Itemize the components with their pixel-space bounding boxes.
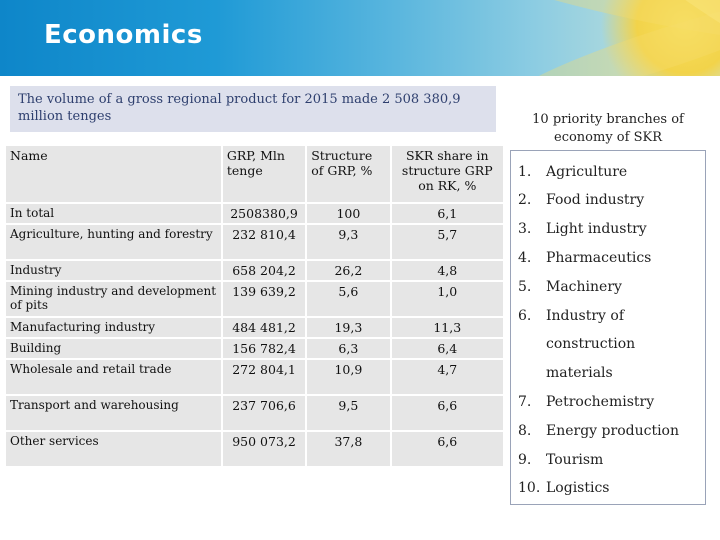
cell-name: Mining industry and development of pits (6, 282, 221, 316)
cell-structure: 26,2 (307, 261, 390, 280)
list-item: 6. Industry of (518, 308, 624, 324)
list-item: 7. Petrochemistry (518, 394, 654, 410)
cell-structure: 19,3 (307, 318, 390, 337)
cell-share: 11,3 (391, 318, 503, 337)
cell-grp: 232 810,4 (222, 225, 306, 259)
list-item-number: 6. (518, 308, 532, 324)
list-item-label: Energy production (546, 423, 679, 439)
cell-structure: 6,3 (307, 339, 390, 358)
cell-grp: 139 639,2 (222, 282, 306, 316)
cell-structure: 9,3 (307, 225, 390, 259)
cell-name: Building (6, 339, 221, 358)
list-item-label: Logistics (546, 480, 610, 496)
cell-share: 6,6 (391, 396, 503, 430)
cell-share: 1,0 (391, 282, 503, 316)
cell-structure: 37,8 (307, 432, 390, 466)
cell-grp: 2508380,9 (222, 204, 306, 223)
cell-grp: 272 804,1 (222, 360, 306, 394)
list-item-label: materials (546, 365, 613, 381)
priority-branches-box (510, 150, 706, 505)
list-item-number: 9. (518, 452, 532, 468)
sun-graphic (600, 0, 720, 76)
cell-structure: 5,6 (307, 282, 390, 316)
cell-name: Manufacturing industry (6, 318, 221, 337)
table-header-row: Name GRP, Mln tenge Structure of GRP, % … (6, 146, 503, 202)
table-row: Industry 658 204,2 26,2 4,8 (6, 261, 503, 280)
cell-share: 5,7 (391, 225, 503, 259)
cell-share: 6,6 (391, 432, 503, 466)
list-item: 9. Tourism (518, 452, 603, 468)
table-row: Manufacturing industry 484 481,2 19,3 11… (6, 318, 503, 337)
cell-grp: 950 073,2 (222, 432, 306, 466)
list-item-label: Agriculture (546, 164, 628, 180)
cell-grp: 484 481,2 (222, 318, 306, 337)
table-row: Wholesale and retail trade 272 804,1 10,… (6, 360, 503, 394)
grp-table: Name GRP, Mln tenge Structure of GRP, % … (4, 144, 505, 468)
table-row: Transport and warehousing 237 706,6 9,5 … (6, 396, 503, 430)
list-item-number: 7. (518, 394, 532, 410)
list-item: 4. Pharmaceutics (518, 250, 651, 266)
list-item-label: Light industry (546, 221, 647, 237)
list-item: materials (518, 365, 613, 381)
page-title: Economics (44, 20, 203, 50)
list-item-label: Industry of (546, 308, 624, 324)
cell-share: 4,7 (391, 360, 503, 394)
col-header-grp: GRP, Mln tenge (222, 146, 306, 202)
intro-text: The volume of a gross regional product f… (10, 86, 496, 132)
cell-structure: 10,9 (307, 360, 390, 394)
list-item-label: Pharmaceutics (546, 250, 652, 266)
list-item-number: 2. (518, 192, 532, 208)
col-header-share: SKR share in structure GRP on RK, % (391, 146, 503, 202)
list-item-label: Petrochemistry (546, 394, 655, 410)
list-item: 2. Food industry (518, 192, 644, 208)
list-item: 10. Logistics (518, 480, 609, 496)
cell-name: Other services (6, 432, 221, 466)
list-item-number: 8. (518, 423, 532, 439)
list-item-label: Tourism (546, 452, 604, 468)
list-item-number: 3. (518, 221, 532, 237)
col-header-structure: Structure of GRP, % (307, 146, 390, 202)
list-item: construction (518, 336, 635, 352)
cell-name: Industry (6, 261, 221, 280)
cell-name: Wholesale and retail trade (6, 360, 221, 394)
cell-name: In total (6, 204, 221, 223)
table-row: Mining industry and development of pits … (6, 282, 503, 316)
cell-share: 4,8 (391, 261, 503, 280)
list-item-number: 1. (518, 164, 532, 180)
list-item: 5. Machinery (518, 279, 622, 295)
list-item-number: 5. (518, 279, 532, 295)
list-item: 1. Agriculture (518, 164, 627, 180)
cell-structure: 100 (307, 204, 390, 223)
table-row: Agriculture, hunting and forestry 232 81… (6, 225, 503, 259)
list-item-number: 4. (518, 250, 532, 266)
cell-share: 6,4 (391, 339, 503, 358)
list-item: 3. Light industry (518, 221, 647, 237)
list-item-label: Food industry (546, 192, 645, 208)
list-item: 8. Energy production (518, 423, 679, 439)
cell-grp: 156 782,4 (222, 339, 306, 358)
table-row: In total 2508380,9 100 6,1 (6, 204, 503, 223)
list-item-number: 10. (518, 480, 541, 496)
header-banner: Economics (0, 0, 720, 76)
cell-share: 6,1 (391, 204, 503, 223)
list-item-label: Machinery (546, 279, 622, 295)
cell-name: Transport and warehousing (6, 396, 221, 430)
cell-grp: 237 706,6 (222, 396, 306, 430)
cell-grp: 658 204,2 (222, 261, 306, 280)
table-row: Other services 950 073,2 37,8 6,6 (6, 432, 503, 466)
priority-branches-title: 10 priority branches of economy of SKR (532, 112, 684, 145)
list-item-label: construction (546, 336, 636, 352)
col-header-name: Name (6, 146, 221, 202)
cell-name: Agriculture, hunting and forestry (6, 225, 221, 259)
table-row: Building 156 782,4 6,3 6,4 (6, 339, 503, 358)
cell-structure: 9,5 (307, 396, 390, 430)
